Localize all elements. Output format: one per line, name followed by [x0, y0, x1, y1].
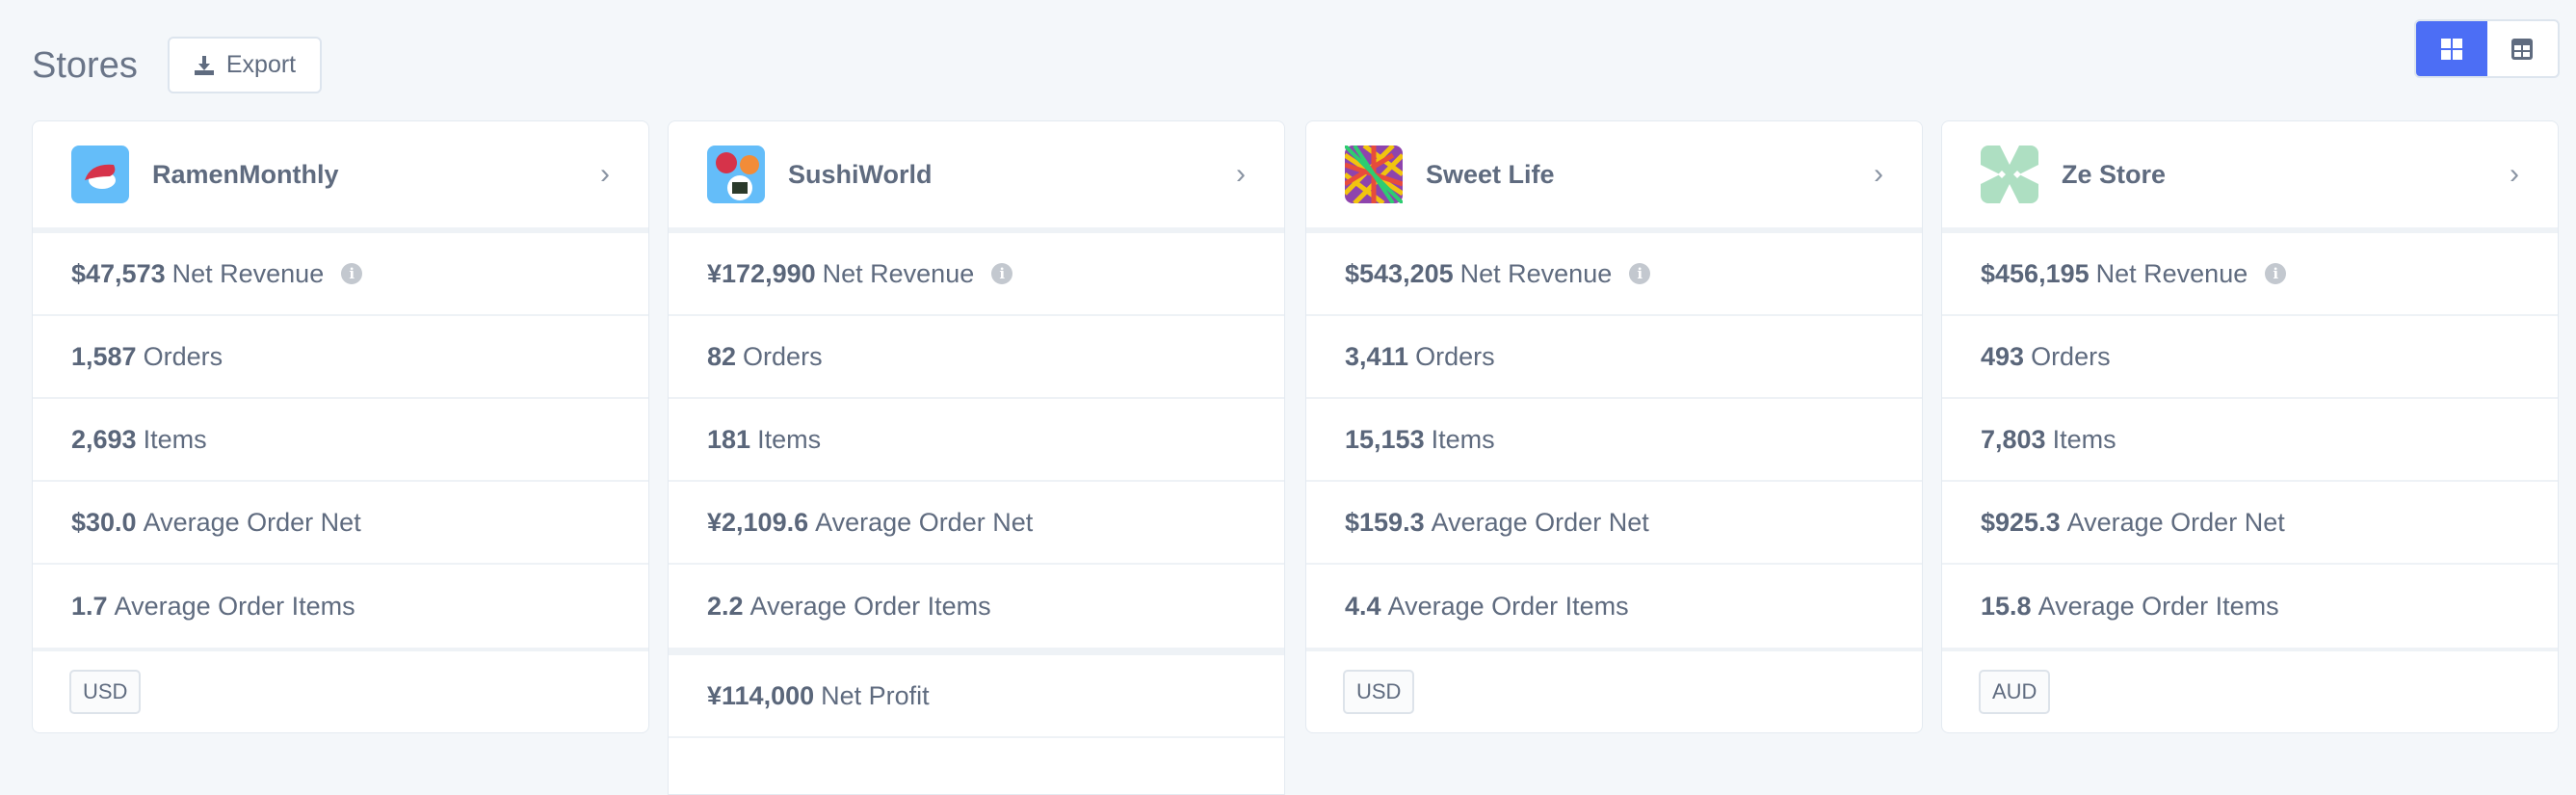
metric-label: Items — [143, 424, 207, 454]
metric-value: 1,587 — [71, 341, 137, 371]
store-header[interactable]: SushiWorld › — [669, 121, 1284, 233]
store-card: Ze Store › $456,195 Net Revenue i 493 Orders 7,… — [1941, 120, 2559, 733]
metric-orders: 3,411 Orders — [1306, 316, 1922, 399]
metric-label: Average Order Items — [1387, 591, 1629, 621]
metric-label: Average Order Items — [2037, 591, 2279, 621]
metric-items: 2,693 Items — [33, 399, 648, 482]
grid-view-button[interactable] — [2416, 21, 2487, 76]
table-view-button[interactable] — [2487, 21, 2559, 76]
store-header[interactable]: Sweet Life › — [1306, 121, 1922, 233]
chevron-right-icon[interactable]: › — [2510, 158, 2519, 190]
metric-label: Orders — [743, 341, 823, 371]
store-header[interactable]: Ze Store › — [1942, 121, 2558, 233]
store-card: SushiWorld › ¥172,990 Net Revenue i 82 Orders 1… — [668, 120, 1285, 795]
metric-value: 15.8 — [1981, 591, 2032, 621]
info-icon[interactable]: i — [341, 263, 363, 284]
metric-value: $30.0 — [71, 507, 137, 537]
currency-badge: AUD — [1979, 670, 2051, 714]
page-title: Stores — [32, 45, 138, 86]
metric-label: Orders — [1415, 341, 1495, 371]
currency-badge: USD — [1343, 670, 1415, 714]
metric-value: $543,205 — [1345, 258, 1454, 288]
store-logo — [71, 146, 129, 203]
metric-avg-order-net: $159.3 Average Order Net — [1306, 482, 1922, 565]
metric-net-profit: ¥114,000 Net Profit — [669, 655, 1284, 738]
info-icon[interactable]: i — [1629, 263, 1651, 284]
metric-value: 15,153 — [1345, 424, 1425, 454]
metric-label: Average Order Items — [749, 591, 991, 621]
metric-avg-order-net: $30.0 Average Order Net — [33, 482, 648, 565]
metric-label: Net Revenue — [822, 258, 975, 288]
metric-label: Items — [1431, 424, 1495, 454]
chevron-right-icon[interactable]: › — [600, 158, 610, 190]
metric-label: Average Order Items — [114, 591, 355, 621]
metric-value: ¥172,990 — [707, 258, 816, 288]
store-name: RamenMonthly — [152, 159, 339, 189]
metric-label: Average Order Net — [143, 507, 361, 537]
metric-value: 82 — [707, 341, 737, 371]
store-logo — [1981, 146, 2038, 203]
metric-value: 4.4 — [1345, 591, 1381, 621]
download-icon — [194, 55, 214, 75]
metric-avg-order-net: ¥2,109.6 Average Order Net — [669, 482, 1284, 565]
metric-label: Net Profit — [821, 680, 930, 710]
table-icon — [2511, 38, 2534, 60]
view-toggle[interactable] — [2414, 19, 2560, 78]
chevron-right-icon[interactable]: › — [1874, 158, 1883, 190]
export-button[interactable]: Export — [168, 37, 322, 93]
metric-label: Average Order Net — [815, 507, 1034, 537]
metric-value: $925.3 — [1981, 507, 2061, 537]
metric-net-revenue: $543,205 Net Revenue i — [1306, 233, 1922, 316]
metric-avg-order-items: 4.4 Average Order Items — [1306, 565, 1922, 648]
metric-value: $159.3 — [1345, 507, 1425, 537]
metric-label: Items — [2052, 424, 2116, 454]
store-header[interactable]: RamenMonthly › — [33, 121, 648, 233]
store-logo — [707, 146, 765, 203]
metric-label: Net Revenue — [1459, 258, 1613, 288]
metric-value: 181 — [707, 424, 751, 454]
metric-avg-order-net: $925.3 Average Order Net — [1942, 482, 2558, 565]
store-logo — [1343, 144, 1405, 205]
metric-items: 15,153 Items — [1306, 399, 1922, 482]
store-card: RamenMonthly › $47,573 Net Revenue i 1,587 Ord… — [32, 120, 649, 733]
metric-net-revenue: $456,195 Net Revenue i — [1942, 233, 2558, 316]
metric-value: ¥114,000 — [707, 680, 815, 710]
currency-badge: USD — [69, 670, 142, 714]
export-label: Export — [225, 51, 297, 78]
metric-avg-order-items: 2.2 Average Order Items — [669, 565, 1284, 648]
info-icon[interactable]: i — [991, 263, 1013, 284]
metric-value: $47,573 — [71, 258, 166, 288]
metric-avg-order-items: 1.7 Average Order Items — [33, 565, 648, 648]
metric-value: $456,195 — [1981, 258, 2090, 288]
metric-value: 2.2 — [707, 591, 744, 621]
store-name: SushiWorld — [788, 159, 933, 189]
metric-orders: 1,587 Orders — [33, 316, 648, 399]
metric-value: 2,693 — [71, 424, 137, 454]
metric-value: ¥2,109.6 — [707, 507, 809, 537]
metric-net-revenue: $47,573 Net Revenue i — [33, 233, 648, 316]
metric-orders: 82 Orders — [669, 316, 1284, 399]
metric-value: 7,803 — [1981, 424, 2046, 454]
info-icon[interactable]: i — [2265, 263, 2287, 284]
metric-label: Net Revenue — [171, 258, 325, 288]
metric-value: 1.7 — [71, 591, 108, 621]
metric-value: 493 — [1981, 341, 2025, 371]
metric-label: Net Revenue — [2095, 258, 2248, 288]
metric-label: Orders — [2031, 341, 2111, 371]
metric-orders: 493 Orders — [1942, 316, 2558, 399]
store-card: Sweet Life › $543,205 Net Revenue i 3,411 Orde… — [1305, 120, 1923, 733]
store-name: Ze Store — [2062, 159, 2167, 189]
metric-value: 3,411 — [1345, 341, 1409, 371]
store-name: Sweet Life — [1426, 159, 1555, 189]
metric-items: 181 Items — [669, 399, 1284, 482]
chevron-right-icon[interactable]: › — [1236, 158, 1246, 190]
metric-net-revenue: ¥172,990 Net Revenue i — [669, 233, 1284, 316]
metric-label: Orders — [143, 341, 223, 371]
metric-label: Items — [757, 424, 822, 454]
metric-label: Average Order Net — [2066, 507, 2285, 537]
metric-items: 7,803 Items — [1942, 399, 2558, 482]
grid-icon — [2440, 38, 2462, 60]
metric-label: Average Order Net — [1431, 507, 1649, 537]
metric-avg-order-items: 15.8 Average Order Items — [1942, 565, 2558, 648]
